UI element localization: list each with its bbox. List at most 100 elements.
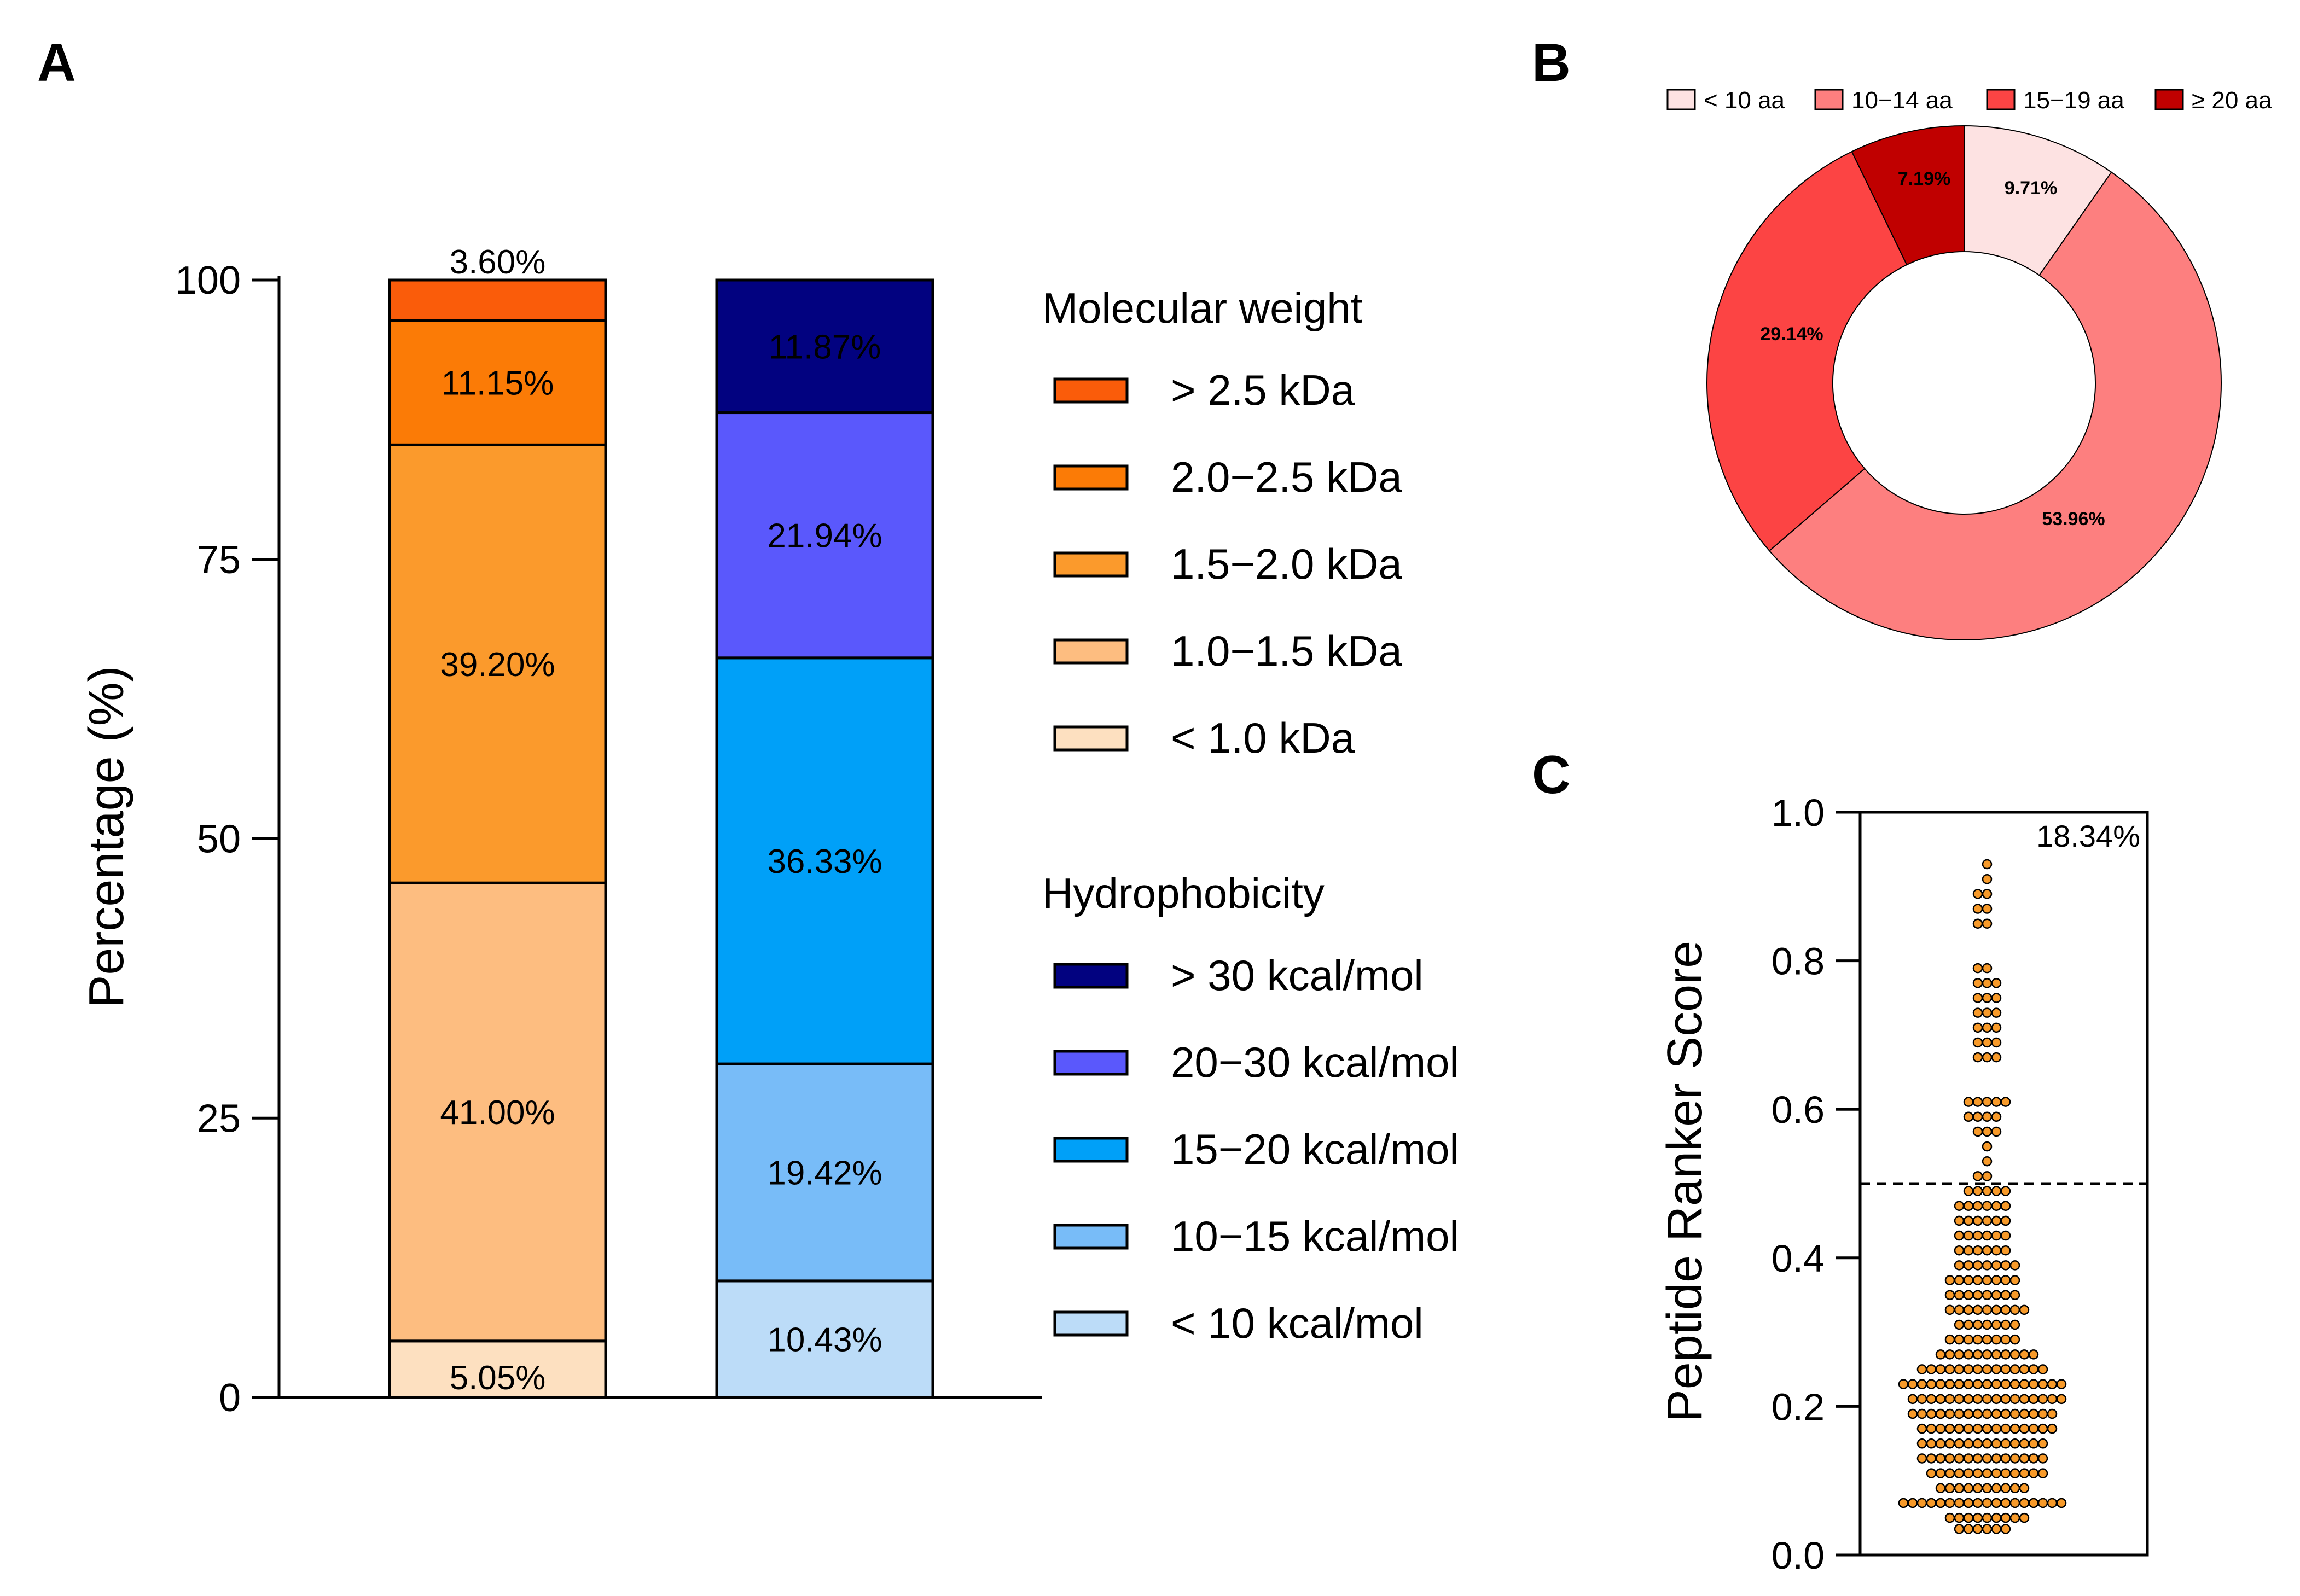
c-point — [2047, 1408, 2058, 1419]
c-point — [1991, 1037, 2002, 1048]
c-point — [2009, 1349, 2020, 1360]
c-point — [1954, 1275, 1965, 1285]
c-point — [2056, 1498, 2067, 1508]
c-point — [1972, 1512, 1983, 1523]
c-point — [1972, 1498, 1983, 1508]
c-point — [1991, 1126, 2002, 1137]
c-point — [1963, 1524, 1974, 1534]
c-point — [2009, 1408, 2020, 1419]
c-point — [1935, 1349, 1946, 1360]
a-legend-swatch — [1053, 551, 1129, 578]
c-point — [1963, 1304, 1974, 1315]
c-point — [1954, 1349, 1965, 1360]
a-legend-label: 1.0−1.5 kDa — [1171, 627, 1402, 675]
b-legend-swatch — [1814, 89, 1844, 110]
c-point — [1991, 1438, 2002, 1449]
c-point — [1972, 978, 1983, 988]
c-point — [1991, 1349, 2002, 1360]
c-point — [1972, 1524, 1983, 1534]
c-point — [1954, 1379, 1965, 1389]
c-point — [2028, 1498, 2039, 1508]
c-point — [2000, 1275, 2011, 1285]
c-point — [1916, 1379, 1927, 1389]
c-point — [2037, 1379, 2048, 1389]
c-point — [1907, 1408, 1918, 1419]
a-legend-title: Hydrophobicity — [1042, 869, 1325, 917]
a-segment-label: 11.87% — [769, 328, 881, 366]
c-point — [1991, 1483, 2002, 1494]
c-point — [2028, 1394, 2039, 1405]
c-point — [1982, 1156, 1993, 1167]
c-point — [1944, 1275, 1955, 1285]
c-y-axis-title: Peptide Ranker Score — [1658, 941, 1712, 1423]
a-legend-label: > 30 kcal/mol — [1171, 951, 1424, 999]
c-point — [1916, 1438, 1927, 1449]
c-point — [2019, 1423, 2030, 1434]
c-point — [1963, 1468, 1974, 1478]
c-point — [1982, 1304, 1993, 1315]
c-point — [1935, 1498, 1946, 1508]
c-point — [1982, 1111, 1993, 1122]
a-legend-label: < 10 kcal/mol — [1171, 1299, 1424, 1347]
c-point — [1972, 1171, 1983, 1181]
c-point — [1963, 1260, 1974, 1271]
c-point — [1972, 1275, 1983, 1285]
c-point — [1972, 1364, 1983, 1374]
b-donut: 9.71% 53.96% 29.14% 7.19% — [1706, 125, 2222, 640]
c-point — [2056, 1394, 2067, 1405]
b-slice — [1706, 150, 1908, 552]
c-point — [1916, 1364, 1927, 1374]
b-slice-label: 29.14% — [1760, 324, 1823, 345]
c-point — [1982, 859, 1993, 870]
c-point — [1991, 1453, 2002, 1464]
c-point — [2047, 1498, 2058, 1508]
c-point — [1972, 1438, 1983, 1449]
c-point — [1982, 904, 1993, 914]
c-point — [2000, 1245, 2011, 1256]
c-point — [1982, 1453, 1993, 1464]
c-point — [2019, 1468, 2030, 1478]
c-tick-label: 0.8 — [1772, 940, 1825, 983]
c-point — [1982, 1512, 1993, 1523]
a-tick-label: 100 — [175, 259, 241, 302]
c-point — [1982, 1230, 1993, 1241]
b-legend-label: < 10 aa — [1704, 87, 1785, 114]
c-point — [1935, 1453, 1946, 1464]
c-point — [1954, 1364, 1965, 1374]
c-point — [2019, 1453, 2030, 1464]
c-point — [1982, 1394, 1993, 1405]
c-point — [1935, 1438, 1946, 1449]
c-point — [1935, 1483, 1946, 1494]
c-point — [1898, 1498, 1909, 1508]
c-point — [1991, 1512, 2002, 1523]
c-point — [1954, 1260, 1965, 1271]
c-point — [2047, 1379, 2058, 1389]
c-point — [1916, 1423, 1927, 1434]
c-point — [1982, 1097, 1993, 1107]
c-point — [1972, 1453, 1983, 1464]
c-point — [2009, 1304, 2020, 1315]
c-point — [1972, 1186, 1983, 1196]
c-point — [1982, 1052, 1993, 1063]
c-point — [2009, 1498, 2020, 1508]
c-point — [1982, 993, 1993, 1003]
c-point — [1954, 1483, 1965, 1494]
c-point — [1935, 1394, 1946, 1405]
c-point — [1954, 1524, 1965, 1534]
c-point — [1963, 1230, 1974, 1241]
c-point — [2037, 1438, 2048, 1449]
donut-chart: < 10 aa 10−14 aa 15−19 aa ≥ 20 aa 9.71% 53.9… — [1666, 87, 2272, 640]
c-point — [2056, 1379, 2067, 1389]
c-point — [1944, 1483, 1955, 1494]
a-bar-segment — [388, 1339, 607, 1399]
c-point — [1972, 1245, 1983, 1256]
c-point — [2000, 1230, 2011, 1241]
c-point — [1963, 1275, 1974, 1285]
c-point — [1991, 1022, 2002, 1033]
a-bar-segment — [388, 319, 607, 446]
c-point — [1991, 1215, 2002, 1226]
c-point — [1963, 1379, 1974, 1389]
c-point — [1963, 1334, 1974, 1345]
c-point — [1935, 1364, 1946, 1374]
panel-letter-a: A — [37, 32, 76, 92]
